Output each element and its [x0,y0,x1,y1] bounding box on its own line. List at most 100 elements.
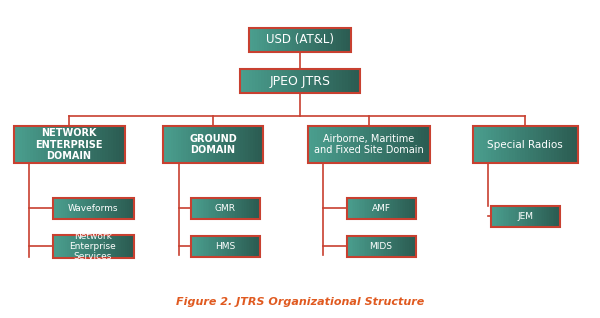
FancyBboxPatch shape [362,198,364,219]
FancyBboxPatch shape [220,126,223,163]
FancyBboxPatch shape [366,126,370,163]
FancyBboxPatch shape [119,198,122,219]
FancyBboxPatch shape [247,236,250,257]
Text: Network
Enterprise
Services: Network Enterprise Services [70,232,116,261]
FancyBboxPatch shape [541,126,544,163]
FancyBboxPatch shape [530,206,533,226]
FancyBboxPatch shape [391,198,394,219]
FancyBboxPatch shape [59,198,61,219]
FancyBboxPatch shape [373,236,374,257]
FancyBboxPatch shape [369,236,371,257]
FancyBboxPatch shape [85,234,88,258]
FancyBboxPatch shape [107,234,110,258]
FancyBboxPatch shape [130,234,132,258]
FancyBboxPatch shape [68,234,71,258]
FancyBboxPatch shape [74,126,78,163]
FancyBboxPatch shape [178,126,181,163]
FancyBboxPatch shape [191,236,193,257]
FancyBboxPatch shape [329,126,332,163]
FancyBboxPatch shape [87,234,89,258]
FancyBboxPatch shape [127,234,130,258]
FancyBboxPatch shape [312,69,316,93]
FancyBboxPatch shape [374,236,376,257]
FancyBboxPatch shape [369,198,371,219]
FancyBboxPatch shape [245,126,248,163]
FancyBboxPatch shape [196,126,199,163]
FancyBboxPatch shape [261,69,265,93]
FancyBboxPatch shape [400,236,403,257]
FancyBboxPatch shape [221,198,224,219]
FancyBboxPatch shape [203,198,205,219]
FancyBboxPatch shape [409,236,411,257]
FancyBboxPatch shape [125,234,128,258]
FancyBboxPatch shape [83,234,85,258]
FancyBboxPatch shape [521,206,524,226]
FancyBboxPatch shape [403,126,407,163]
FancyBboxPatch shape [77,126,80,163]
FancyBboxPatch shape [513,206,515,226]
FancyBboxPatch shape [346,28,349,52]
FancyBboxPatch shape [124,198,126,219]
FancyBboxPatch shape [204,236,206,257]
FancyBboxPatch shape [232,236,234,257]
FancyBboxPatch shape [491,206,493,226]
FancyBboxPatch shape [504,126,507,163]
FancyBboxPatch shape [525,126,528,163]
FancyBboxPatch shape [355,236,358,257]
FancyBboxPatch shape [121,198,124,219]
FancyBboxPatch shape [83,198,85,219]
FancyBboxPatch shape [252,69,256,93]
FancyBboxPatch shape [344,126,348,163]
FancyBboxPatch shape [403,236,406,257]
FancyBboxPatch shape [369,126,373,163]
FancyBboxPatch shape [343,28,346,52]
FancyBboxPatch shape [302,28,306,52]
FancyBboxPatch shape [47,126,50,163]
FancyBboxPatch shape [258,198,260,219]
FancyBboxPatch shape [109,234,112,258]
FancyBboxPatch shape [33,126,37,163]
FancyBboxPatch shape [249,236,251,257]
Text: JPEO JTRS: JPEO JTRS [269,75,331,87]
FancyBboxPatch shape [64,126,67,163]
FancyBboxPatch shape [377,198,380,219]
FancyBboxPatch shape [198,126,201,163]
FancyBboxPatch shape [345,69,349,93]
FancyBboxPatch shape [290,28,293,52]
FancyBboxPatch shape [554,206,557,226]
FancyBboxPatch shape [407,236,409,257]
FancyBboxPatch shape [235,126,238,163]
FancyBboxPatch shape [511,206,514,226]
FancyBboxPatch shape [295,28,298,52]
FancyBboxPatch shape [478,126,481,163]
FancyBboxPatch shape [556,206,559,226]
FancyBboxPatch shape [405,236,407,257]
FancyBboxPatch shape [237,198,239,219]
FancyBboxPatch shape [365,236,368,257]
FancyBboxPatch shape [124,234,126,258]
FancyBboxPatch shape [400,126,403,163]
FancyBboxPatch shape [383,198,385,219]
FancyBboxPatch shape [348,69,352,93]
FancyBboxPatch shape [300,28,303,52]
FancyBboxPatch shape [359,198,361,219]
FancyBboxPatch shape [303,69,307,93]
FancyBboxPatch shape [273,69,277,93]
FancyBboxPatch shape [16,126,20,163]
FancyBboxPatch shape [544,206,546,226]
FancyBboxPatch shape [113,126,117,163]
FancyBboxPatch shape [248,126,251,163]
Text: MIDS: MIDS [370,242,392,251]
FancyBboxPatch shape [209,236,212,257]
FancyBboxPatch shape [306,69,310,93]
FancyBboxPatch shape [536,126,539,163]
FancyBboxPatch shape [25,126,28,163]
FancyBboxPatch shape [242,126,246,163]
FancyBboxPatch shape [246,69,250,93]
FancyBboxPatch shape [181,126,184,163]
FancyBboxPatch shape [206,126,209,163]
FancyBboxPatch shape [220,236,222,257]
FancyBboxPatch shape [130,198,132,219]
FancyBboxPatch shape [111,198,114,219]
FancyBboxPatch shape [403,198,406,219]
